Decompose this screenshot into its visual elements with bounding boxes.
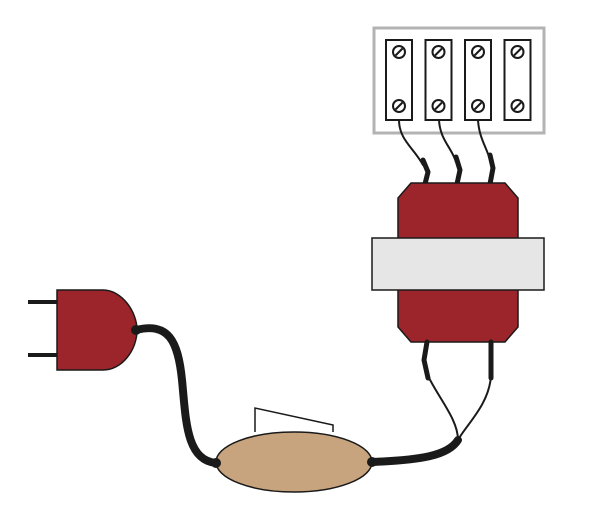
transformer-core-band xyxy=(371,237,545,291)
primary-wire-1 xyxy=(427,375,459,441)
screw-slot xyxy=(394,101,404,111)
primary-connector-1 xyxy=(421,339,431,381)
screw-slot xyxy=(513,47,522,57)
terminal-strip xyxy=(385,39,532,121)
secondary-connector-1 xyxy=(420,157,431,187)
screw-slot xyxy=(513,101,522,111)
terminal-4 xyxy=(503,39,532,121)
screw-slot xyxy=(473,101,483,111)
secondary-wire-1 xyxy=(398,119,424,166)
primary-wire-2 xyxy=(457,375,492,441)
plug-cord-end xyxy=(131,325,141,335)
terminal-block xyxy=(372,26,546,135)
screw-slot xyxy=(434,101,443,111)
secondary-connector-3 xyxy=(487,152,496,187)
electric-plug xyxy=(28,289,141,371)
terminal-block-frame xyxy=(372,26,546,135)
terminal-3 xyxy=(464,39,492,121)
screw-slot xyxy=(473,47,483,57)
switch-terminal-left xyxy=(211,458,221,468)
terminal-1 xyxy=(385,39,413,121)
cord-plug-to-switch xyxy=(132,324,220,467)
switch-body xyxy=(215,431,373,493)
power-cord xyxy=(132,324,462,467)
cord-switch-to-transformer xyxy=(368,436,462,466)
screw-slot xyxy=(434,47,443,57)
screw-slot xyxy=(394,47,404,57)
plug-body xyxy=(56,289,138,371)
secondary-wire-2 xyxy=(438,119,457,163)
inline-switch xyxy=(211,407,377,493)
transformer xyxy=(371,182,545,343)
primary-leads xyxy=(421,339,494,441)
terminal-2 xyxy=(424,39,453,121)
secondary-leads xyxy=(398,119,496,187)
secondary-connector-2 xyxy=(453,154,463,187)
switch-rocker[interactable] xyxy=(254,407,334,432)
switch-terminal-right xyxy=(367,457,377,467)
